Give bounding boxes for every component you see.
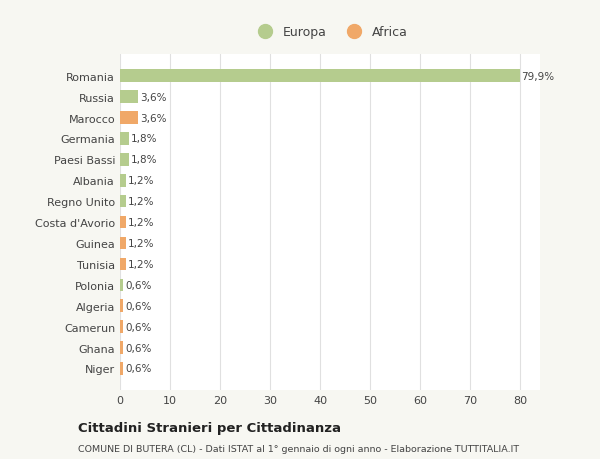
Text: COMUNE DI BUTERA (CL) - Dati ISTAT al 1° gennaio di ogni anno - Elaborazione TUT: COMUNE DI BUTERA (CL) - Dati ISTAT al 1°… — [78, 444, 519, 453]
Legend: Europa, Africa: Europa, Africa — [248, 21, 412, 44]
Text: 0,6%: 0,6% — [125, 364, 151, 374]
Bar — [120, 216, 126, 229]
Bar — [120, 133, 129, 146]
Text: 1,2%: 1,2% — [128, 259, 155, 269]
Text: 1,8%: 1,8% — [131, 155, 157, 165]
Text: 0,6%: 0,6% — [125, 343, 151, 353]
Bar — [120, 237, 126, 250]
Text: 3,6%: 3,6% — [140, 92, 167, 102]
Text: 0,6%: 0,6% — [125, 301, 151, 311]
Text: 1,2%: 1,2% — [128, 197, 155, 207]
Bar — [120, 112, 138, 124]
Text: 1,2%: 1,2% — [128, 176, 155, 186]
Bar — [120, 341, 123, 354]
Bar — [120, 196, 126, 208]
Bar — [120, 174, 126, 187]
Bar — [120, 258, 126, 271]
Text: Cittadini Stranieri per Cittadinanza: Cittadini Stranieri per Cittadinanza — [78, 421, 341, 434]
Text: 1,2%: 1,2% — [128, 239, 155, 248]
Text: 0,6%: 0,6% — [125, 280, 151, 290]
Text: 1,8%: 1,8% — [131, 134, 157, 144]
Bar — [120, 321, 123, 333]
Text: 0,6%: 0,6% — [125, 322, 151, 332]
Text: 79,9%: 79,9% — [521, 72, 554, 82]
Bar — [120, 279, 123, 291]
Bar — [120, 70, 520, 83]
Bar — [120, 91, 138, 104]
Text: 3,6%: 3,6% — [140, 113, 167, 123]
Bar — [120, 363, 123, 375]
Bar — [120, 154, 129, 166]
Text: 1,2%: 1,2% — [128, 218, 155, 228]
Bar — [120, 300, 123, 312]
